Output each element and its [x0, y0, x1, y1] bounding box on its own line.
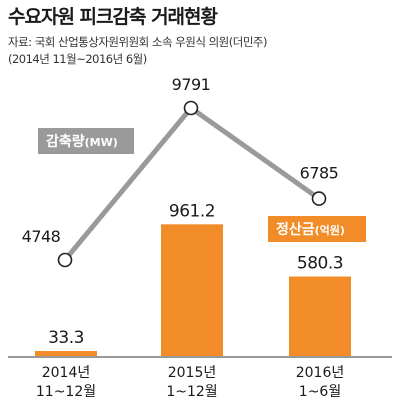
line-series-tag-box — [38, 128, 134, 154]
bar-series-tag-label: 정산금(억원) — [276, 221, 345, 238]
x-tick-label: 1~6월 — [299, 384, 341, 400]
x-tick-label: 1~12월 — [166, 384, 217, 400]
bar-series-tag-box — [268, 216, 366, 242]
bar-series — [35, 224, 351, 356]
line-series-tag-label: 감축량(MW) — [46, 133, 118, 150]
bar-value-label: 961.2 — [169, 201, 215, 221]
line-point — [57, 252, 73, 268]
line-value-labels: 4748 9791 6785 — [22, 75, 339, 246]
line-value-label: 6785 — [300, 164, 339, 183]
bar-value-label: 33.3 — [48, 328, 84, 348]
line-series-tag: 감축량(MW) — [38, 128, 134, 154]
line-value-label: 9791 — [172, 75, 211, 94]
bar-value-label: 580.3 — [297, 253, 343, 273]
line-value-label: 4748 — [22, 227, 61, 246]
chart-title: 수요자원 피크감축 거래현황 — [8, 6, 218, 28]
x-tick-label: 2014년 — [42, 365, 91, 381]
x-axis: 2014년 11~12월 2015년 1~12월 2016년 1~6월 — [8, 356, 392, 400]
x-tick-label: 2016년 — [296, 365, 345, 381]
series-tags: 감축량(MW) 정산금(억원) — [38, 128, 366, 242]
x-tick-label: 2015년 — [168, 365, 217, 381]
line-point — [183, 100, 199, 116]
x-tick-label: 11~12월 — [36, 384, 96, 400]
source-note: 자료: 국회 산업통상자원위원회 소속 우원식 의원(더민주) (2014년 1… — [8, 34, 267, 68]
bar — [35, 351, 97, 356]
period-line: (2014년 11월~2016년 6월) — [8, 52, 147, 66]
line-series — [57, 100, 327, 268]
bar-value-labels: 33.3 961.2 580.3 — [48, 201, 344, 348]
source-line: 자료: 국회 산업통상자원위원회 소속 우원식 의원(더민주) — [8, 35, 267, 49]
bar-series-tag: 정산금(억원) — [268, 216, 366, 242]
bar — [289, 276, 351, 356]
bar — [161, 224, 223, 356]
line-point — [311, 191, 327, 206]
